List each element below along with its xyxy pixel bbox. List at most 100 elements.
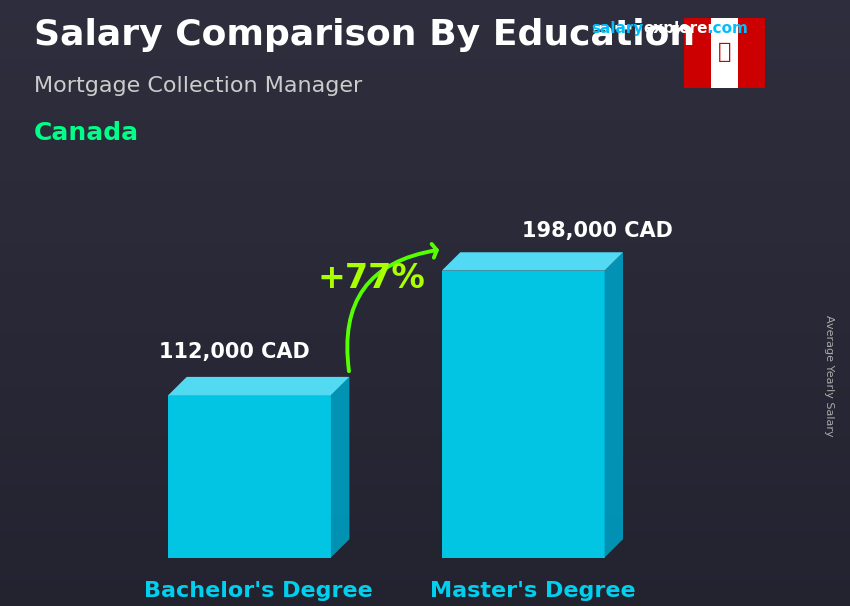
Text: Canada: Canada xyxy=(34,121,139,145)
Bar xyxy=(0,158,850,164)
Text: 112,000 CAD: 112,000 CAD xyxy=(160,342,310,362)
Bar xyxy=(0,242,850,248)
Polygon shape xyxy=(168,377,349,395)
Bar xyxy=(0,261,850,267)
Bar xyxy=(0,73,850,79)
Bar xyxy=(0,67,850,73)
Bar xyxy=(0,370,850,376)
Bar xyxy=(0,12,850,18)
Bar xyxy=(0,85,850,91)
Bar xyxy=(0,309,850,315)
Text: 198,000 CAD: 198,000 CAD xyxy=(522,221,672,241)
Text: Master's Degree: Master's Degree xyxy=(429,581,635,601)
Bar xyxy=(0,582,850,588)
Bar xyxy=(0,55,850,61)
Bar xyxy=(0,164,850,170)
Bar xyxy=(0,42,850,48)
Bar xyxy=(0,145,850,152)
Bar xyxy=(0,18,850,24)
Bar xyxy=(0,279,850,285)
Bar xyxy=(0,527,850,533)
Bar xyxy=(0,376,850,382)
Bar xyxy=(0,291,850,297)
Bar xyxy=(0,200,850,206)
Text: salary: salary xyxy=(591,21,643,36)
Bar xyxy=(0,509,850,515)
Bar xyxy=(0,515,850,521)
Bar xyxy=(0,121,850,127)
Bar xyxy=(0,412,850,418)
Polygon shape xyxy=(711,18,738,88)
Bar xyxy=(0,473,850,479)
Bar xyxy=(0,394,850,400)
Bar xyxy=(0,170,850,176)
Bar xyxy=(0,30,850,36)
Text: 🍁: 🍁 xyxy=(718,42,731,62)
Text: Average Yearly Salary: Average Yearly Salary xyxy=(824,315,834,436)
Bar xyxy=(0,539,850,545)
Polygon shape xyxy=(442,252,623,271)
Bar xyxy=(0,358,850,364)
Text: .com: .com xyxy=(707,21,748,36)
Bar xyxy=(0,345,850,351)
Bar xyxy=(0,594,850,600)
Bar xyxy=(0,558,850,564)
Bar xyxy=(0,400,850,406)
Bar xyxy=(0,91,850,97)
Bar xyxy=(0,533,850,539)
Bar xyxy=(0,133,850,139)
Bar xyxy=(0,382,850,388)
Bar xyxy=(0,424,850,430)
Bar xyxy=(0,79,850,85)
Text: Bachelor's Degree: Bachelor's Degree xyxy=(144,581,373,601)
Bar xyxy=(0,564,850,570)
Bar xyxy=(0,109,850,115)
Text: Mortgage Collection Manager: Mortgage Collection Manager xyxy=(34,76,362,96)
Bar xyxy=(0,103,850,109)
Bar xyxy=(0,230,850,236)
Bar xyxy=(0,152,850,158)
Bar xyxy=(0,454,850,461)
Bar xyxy=(0,127,850,133)
Bar xyxy=(0,588,850,594)
Bar xyxy=(0,212,850,218)
Bar xyxy=(0,285,850,291)
Bar xyxy=(0,418,850,424)
Bar xyxy=(0,467,850,473)
Polygon shape xyxy=(168,395,331,558)
Bar xyxy=(0,321,850,327)
Text: Salary Comparison By Education: Salary Comparison By Education xyxy=(34,18,695,52)
Bar xyxy=(0,442,850,448)
Bar xyxy=(0,461,850,467)
Bar xyxy=(0,406,850,412)
Bar xyxy=(0,297,850,303)
Bar xyxy=(0,273,850,279)
Bar xyxy=(0,491,850,497)
Bar xyxy=(0,218,850,224)
Polygon shape xyxy=(331,377,349,558)
Bar xyxy=(0,327,850,333)
Bar xyxy=(0,497,850,503)
Bar xyxy=(0,48,850,55)
Bar xyxy=(0,479,850,485)
Bar xyxy=(0,333,850,339)
Bar xyxy=(0,351,850,358)
Bar xyxy=(0,576,850,582)
Bar xyxy=(0,364,850,370)
Text: +77%: +77% xyxy=(318,262,426,295)
Bar xyxy=(0,176,850,182)
Bar xyxy=(0,255,850,261)
Bar xyxy=(0,485,850,491)
Bar xyxy=(0,448,850,454)
Text: explorer: explorer xyxy=(643,21,716,36)
Bar xyxy=(0,570,850,576)
Bar xyxy=(0,36,850,42)
Bar xyxy=(0,0,850,6)
Bar xyxy=(0,545,850,551)
Bar xyxy=(0,139,850,145)
Bar xyxy=(0,61,850,67)
Bar xyxy=(0,188,850,194)
Bar xyxy=(0,194,850,200)
Bar xyxy=(0,436,850,442)
Bar xyxy=(0,600,850,606)
